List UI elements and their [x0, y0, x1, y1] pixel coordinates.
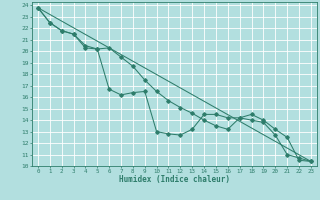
X-axis label: Humidex (Indice chaleur): Humidex (Indice chaleur) — [119, 175, 230, 184]
